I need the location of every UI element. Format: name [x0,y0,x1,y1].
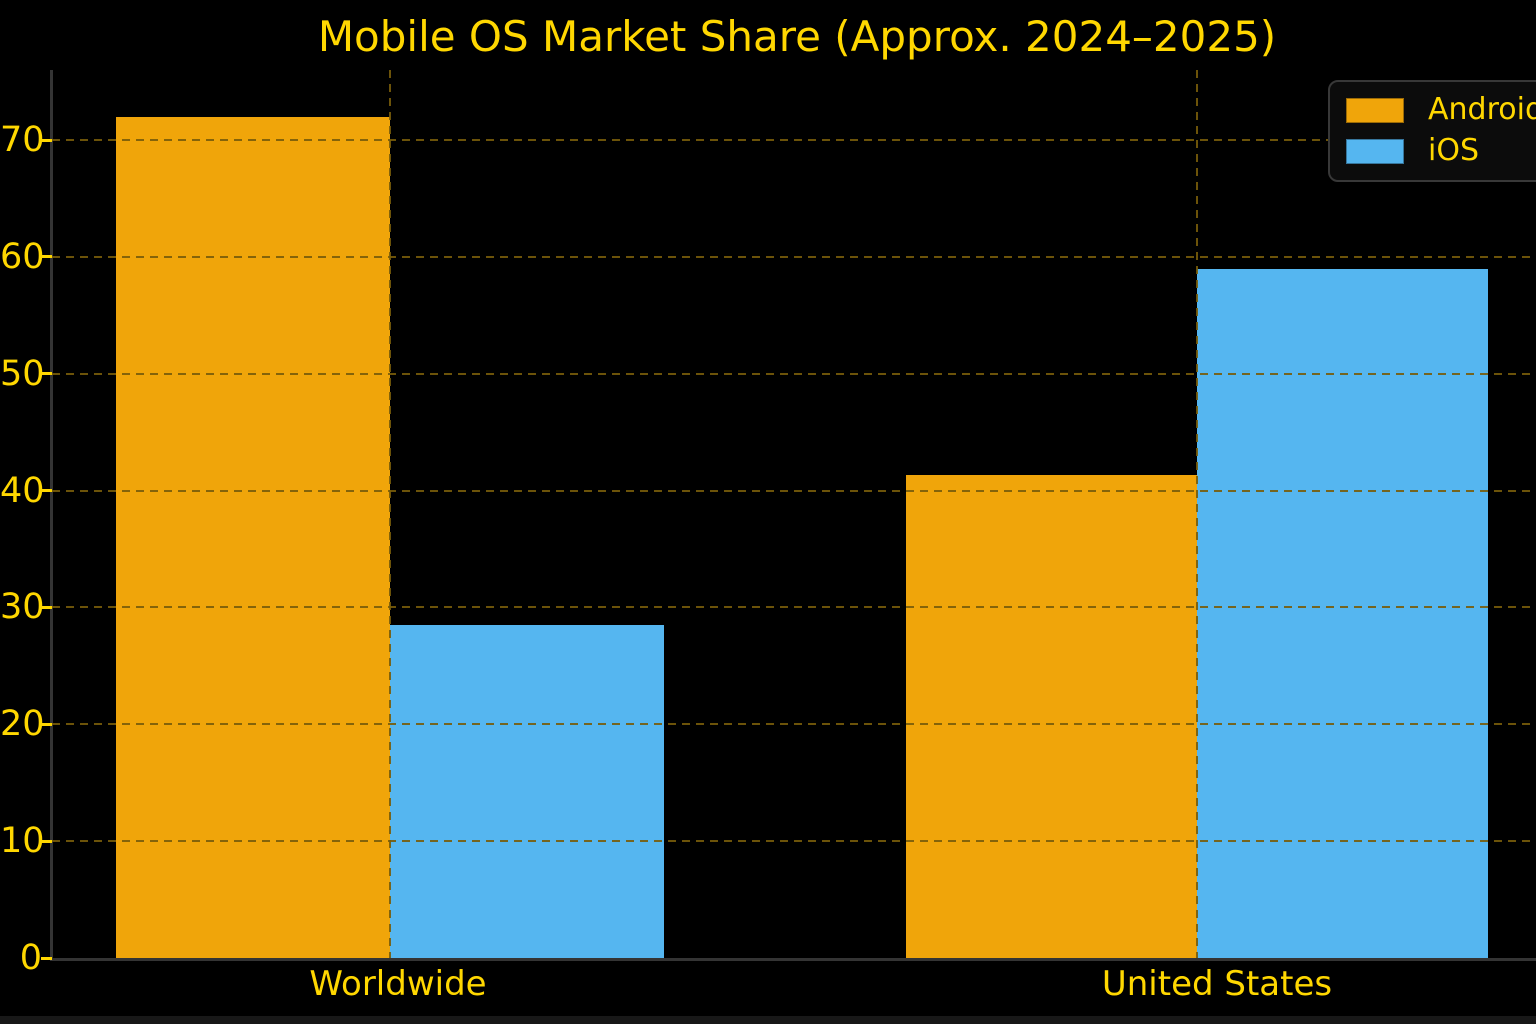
y-tick-mark-40 [41,489,52,493]
y-tick-mark-60 [41,255,52,259]
x-axis-spine [50,958,1536,961]
y-tick-label-70: 70 [0,120,45,161]
bar-android-united-states [906,475,1197,958]
y-axis-spine [50,70,53,961]
y-tick-mark-10 [41,839,52,843]
x-tick-label-worldwide: Worldwide [309,964,487,1004]
grid-line-v-worldwide [389,70,391,958]
y-tick-mark-70 [41,138,52,142]
x-tick-label-united-states: United States [1101,964,1333,1004]
plot-area: Worldwide United States [41,70,1536,1004]
grid-line-v-united-states [1196,70,1198,958]
bar-android-worldwide [116,117,390,958]
grid-line-h-60 [52,255,1536,258]
grid-line-h-40 [52,489,1536,492]
y-tick-label-0: 0 [19,938,42,978]
y-tick-mark-0 [41,956,52,960]
bar-ios-united-states [1197,269,1488,958]
grid-line-h-50 [52,372,1536,375]
y-tick-mark-50 [41,372,52,376]
chart-title: Mobile OS Market Share (Approx. 2024–202… [317,12,1277,61]
y-tick-label-40: 40 [0,470,45,511]
grid-line-h-10 [52,840,1536,843]
legend-swatch-android [1346,97,1404,123]
y-tick-label-50: 50 [0,353,45,394]
grid-line-h-70 [52,139,1536,142]
grid-line-h-30 [52,606,1536,609]
y-tick-mark-30 [41,605,52,609]
bar-ios-worldwide [390,625,664,958]
y-tick-mark-20 [41,722,52,726]
y-tick-label-10: 10 [0,821,45,862]
legend-label-ios: iOS [1428,133,1479,168]
y-tick-label-60: 60 [0,236,45,277]
legend: Android iOS [1328,80,1536,182]
legend-item-android: Android [1346,95,1536,125]
legend-swatch-ios [1346,138,1404,164]
y-axis: 0 10 20 30 40 50 60 70 [0,70,45,978]
y-tick-label-30: 30 [0,587,45,628]
legend-label-android: Android [1428,92,1536,127]
figure-bottom-edge [0,1016,1536,1024]
y-tick-label-20: 20 [0,704,45,745]
grid-line-h-20 [52,723,1536,726]
legend-item-ios: iOS [1346,136,1536,166]
